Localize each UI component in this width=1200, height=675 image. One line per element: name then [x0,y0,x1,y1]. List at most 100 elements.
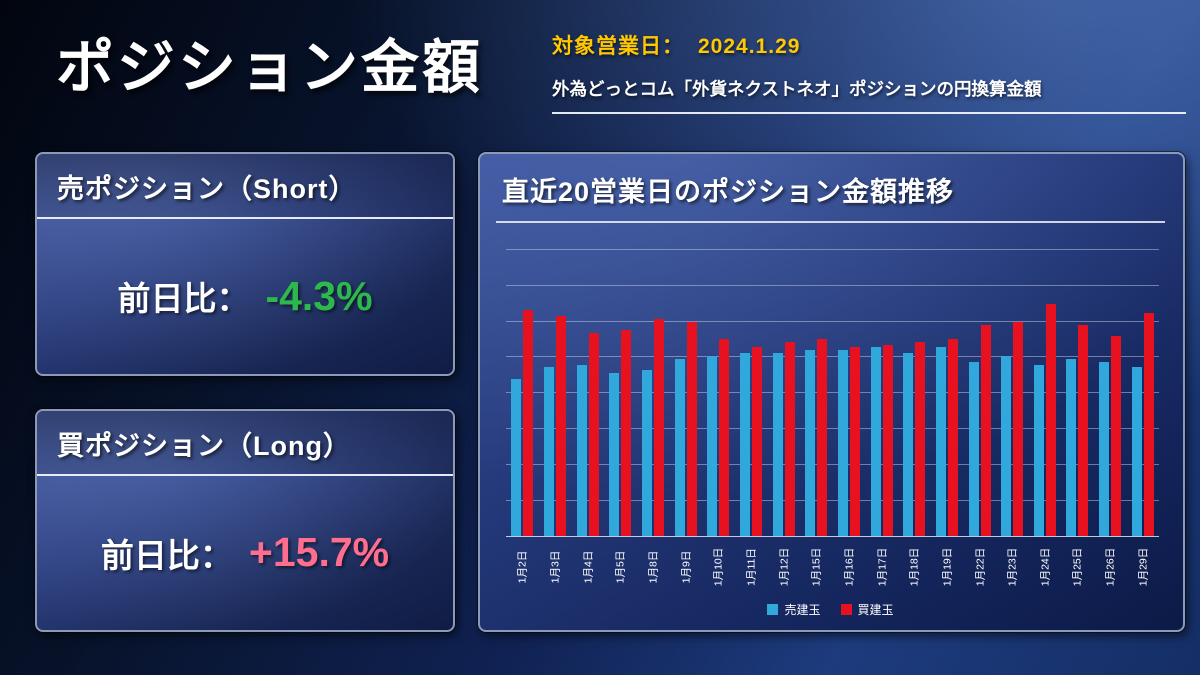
x-axis-label: 1月24日 [1029,539,1062,595]
bar-買建玉 [849,347,860,537]
x-axis-label: 1月2日 [506,539,539,595]
x-axis-label: 1月9日 [669,539,702,595]
bar-売建玉 [739,353,750,537]
bar-group [865,250,898,537]
x-axis-label: 1月19日 [931,539,964,595]
bar-group [539,250,572,537]
bar-group [800,250,833,537]
bar-買建玉 [588,333,599,537]
bar-売建玉 [1001,356,1012,537]
bar-買建玉 [1045,304,1056,537]
x-axis-label-text: 1月8日 [647,550,660,584]
gridline [506,320,1159,322]
bar-買建玉 [817,338,828,537]
gridline [506,356,1159,358]
business-date: 対象営業日： 2024.1.29 [552,30,1186,60]
gridline [506,428,1159,430]
x-axis-label: 1月8日 [637,539,670,595]
bar-買建玉 [719,338,730,537]
bar-chart-plot [506,249,1159,538]
header-right: 対象営業日： 2024.1.29 外為どっとコム「外貨ネクストネオ」ポジションの円… [552,30,1186,114]
x-axis-label: 1月29日 [1126,539,1159,595]
bar-売建玉 [903,353,914,537]
bar-group [1126,250,1159,537]
short-change-label: 前日比： [117,280,250,318]
x-axis-label-text: 1月22日 [974,547,987,587]
bar-買建玉 [915,341,926,537]
x-axis-label-text: 1月9日 [680,550,693,584]
x-axis-label-text: 1月19日 [941,547,954,587]
bar-買建玉 [1013,321,1024,537]
bar-group [604,250,637,537]
x-axis-label: 1月22日 [963,539,996,595]
bar-売建玉 [1066,358,1077,537]
chart-legend: 売建玉 買建玉 [496,601,1165,618]
x-axis-label: 1月15日 [800,539,833,595]
short-panel-title: 売ポジション（Short） [37,154,453,219]
bar-売建玉 [837,350,848,537]
x-axis-label-text: 1月25日 [1071,547,1084,587]
short-panel-body: 前日比： -4.3% [37,219,453,374]
bar-売建玉 [707,356,718,537]
x-axis-label: 1月10日 [702,539,735,595]
bar-売建玉 [1131,367,1142,537]
x-axis-label-text: 1月24日 [1039,547,1052,587]
x-axis-label-text: 1月15日 [810,547,823,587]
bar-買建玉 [751,347,762,537]
bar-売建玉 [1033,364,1044,537]
x-axis-label-text: 1月17日 [876,547,889,587]
x-axis-label: 1月16日 [833,539,866,595]
subtitle: 外為どっとコム「外貨ネクストネオ」ポジションの円換算金額 [552,76,1186,114]
x-axis-label-text: 1月2日 [516,550,529,584]
long-panel-title: 買ポジション（Long） [37,410,453,476]
x-axis-labels: 1月2日 1月3日 1月4日 1月5日 1月8日 1月9日 1月10日 1月11日 1月12日 1… [506,539,1159,595]
stat-panels-column: 売ポジション（Short） 前日比： -4.3% 買ポジション（Long） 前日… [35,152,455,632]
x-axis-label: 1月18日 [898,539,931,595]
x-axis-label: 1月5日 [604,539,637,595]
long-change-value: +15.7% [248,529,390,576]
legend-label: 売建玉 [784,603,821,617]
chart-title: 直近20営業日のポジション金額推移 [496,166,1165,223]
long-panel-body: 前日比： +15.7% [37,476,453,631]
gridline [506,463,1159,465]
bar-買建玉 [882,344,893,537]
x-axis-label: 1月23日 [996,539,1029,595]
x-axis-label-text: 1月5日 [614,550,627,584]
bar-group [833,250,866,537]
bar-売建玉 [511,378,522,537]
header: ポジション金額 対象営業日： 2024.1.29 外為どっとコム「外貨ネクストネオ… [0,0,1200,140]
x-axis-label-text: 1月16日 [843,547,856,587]
x-axis-label-text: 1月4日 [582,550,595,584]
bar-group [931,250,964,537]
long-position-panel: 買ポジション（Long） 前日比： +15.7% [35,408,455,632]
x-axis-label-text: 1月12日 [778,547,791,587]
x-axis-label: 1月11日 [735,539,768,595]
short-position-panel: 売ポジション（Short） 前日比： -4.3% [35,152,455,376]
bar-売建玉 [1099,361,1110,537]
bar-買建玉 [1143,313,1154,537]
bar-買建玉 [980,324,991,537]
legend-label: 買建玉 [857,603,894,617]
x-axis-label: 1月26日 [1094,539,1127,595]
long-change-label: 前日比： [100,536,233,574]
bar-売建玉 [870,347,881,537]
bar-買建玉 [947,338,958,537]
content: 売ポジション（Short） 前日比： -4.3% 買ポジション（Long） 前日… [35,152,1185,632]
bar-group [1029,250,1062,537]
chart-panel: 直近20営業日のポジション金額推移 1月2日 1月3日 1月4日 1月5日 1月8日 1月… [478,152,1185,632]
bar-売建玉 [805,350,816,537]
page-title: ポジション金額 [56,35,484,100]
bar-group [571,250,604,537]
bar-売建玉 [968,361,979,537]
bar-売建玉 [674,358,685,537]
x-axis-label-text: 1月10日 [712,547,725,587]
x-axis-label-text: 1月26日 [1104,547,1117,587]
business-date-label: 対象営業日： [552,35,684,58]
x-axis-label: 1月25日 [1061,539,1094,595]
legend-swatch [840,604,852,615]
legend-swatch [767,604,779,615]
x-axis-label-text: 1月29日 [1137,547,1150,587]
bar-group [735,250,768,537]
bar-買建玉 [555,315,566,537]
